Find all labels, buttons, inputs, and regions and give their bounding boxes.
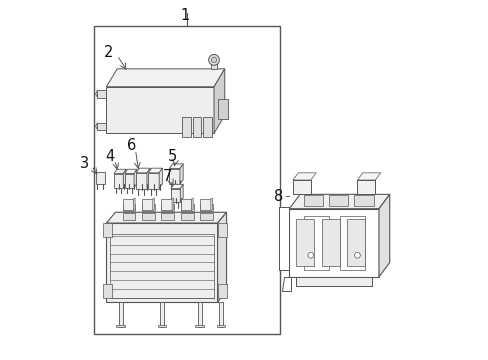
Ellipse shape — [211, 57, 216, 63]
Polygon shape — [378, 194, 389, 277]
Polygon shape — [169, 164, 183, 168]
Bar — [94, 26, 280, 334]
Bar — [217, 325, 225, 327]
Bar — [197, 302, 202, 327]
Polygon shape — [278, 207, 289, 270]
Polygon shape — [122, 204, 135, 211]
Polygon shape — [214, 69, 224, 134]
Polygon shape — [296, 277, 371, 286]
Text: 5: 5 — [168, 149, 177, 164]
Polygon shape — [171, 184, 183, 189]
Polygon shape — [180, 204, 193, 211]
Polygon shape — [133, 198, 135, 211]
Polygon shape — [282, 277, 290, 291]
Polygon shape — [217, 212, 226, 302]
Polygon shape — [180, 164, 183, 184]
Polygon shape — [152, 198, 154, 211]
Polygon shape — [289, 194, 389, 209]
Text: 8: 8 — [273, 189, 283, 204]
Polygon shape — [169, 168, 180, 184]
Polygon shape — [217, 99, 228, 119]
Polygon shape — [102, 284, 112, 298]
Polygon shape — [142, 204, 155, 211]
Polygon shape — [328, 195, 348, 206]
Bar — [195, 325, 203, 327]
Bar — [158, 325, 166, 327]
Polygon shape — [122, 199, 133, 211]
Polygon shape — [171, 189, 180, 202]
Polygon shape — [148, 168, 162, 173]
Circle shape — [354, 252, 360, 258]
Polygon shape — [124, 169, 137, 174]
Polygon shape — [148, 173, 159, 189]
Polygon shape — [114, 174, 123, 188]
Polygon shape — [200, 199, 210, 211]
Polygon shape — [97, 123, 106, 130]
Polygon shape — [180, 184, 183, 202]
Polygon shape — [172, 198, 174, 211]
Polygon shape — [136, 173, 147, 189]
Polygon shape — [136, 168, 150, 173]
Polygon shape — [159, 168, 162, 189]
Bar — [116, 325, 125, 327]
Polygon shape — [191, 198, 193, 211]
Polygon shape — [217, 223, 226, 237]
Polygon shape — [114, 169, 126, 174]
Polygon shape — [161, 213, 174, 220]
Polygon shape — [292, 173, 316, 180]
Polygon shape — [321, 220, 339, 266]
Text: 2: 2 — [103, 45, 113, 60]
Polygon shape — [142, 199, 152, 211]
Polygon shape — [296, 220, 314, 266]
Polygon shape — [102, 223, 112, 237]
Circle shape — [307, 252, 313, 258]
Polygon shape — [124, 174, 134, 188]
Polygon shape — [217, 284, 226, 298]
Polygon shape — [122, 213, 135, 220]
Polygon shape — [97, 90, 106, 98]
Polygon shape — [134, 169, 137, 188]
Bar — [119, 302, 122, 327]
Polygon shape — [357, 180, 375, 194]
Polygon shape — [161, 199, 172, 211]
Polygon shape — [200, 204, 212, 211]
Polygon shape — [106, 223, 217, 302]
Polygon shape — [147, 168, 150, 189]
Ellipse shape — [208, 54, 219, 65]
Polygon shape — [346, 220, 364, 266]
Bar — [219, 302, 223, 327]
Text: 7: 7 — [163, 169, 172, 184]
Polygon shape — [106, 212, 226, 223]
Polygon shape — [210, 198, 212, 211]
Polygon shape — [200, 213, 212, 220]
Polygon shape — [142, 213, 155, 220]
Polygon shape — [161, 204, 174, 211]
Polygon shape — [289, 209, 378, 277]
Polygon shape — [203, 117, 212, 137]
Polygon shape — [96, 172, 104, 184]
Polygon shape — [106, 69, 224, 87]
Polygon shape — [353, 195, 373, 206]
Polygon shape — [357, 173, 380, 180]
Polygon shape — [180, 213, 193, 220]
Text: 3: 3 — [80, 156, 89, 171]
Bar — [160, 302, 164, 327]
Text: 4: 4 — [105, 149, 114, 164]
Text: 1: 1 — [181, 8, 189, 23]
Bar — [211, 60, 217, 69]
Polygon shape — [180, 199, 191, 211]
Polygon shape — [182, 117, 190, 137]
Polygon shape — [303, 195, 323, 206]
Polygon shape — [192, 117, 201, 137]
Text: 6: 6 — [127, 139, 136, 153]
Polygon shape — [123, 169, 126, 188]
Polygon shape — [106, 87, 214, 134]
Polygon shape — [292, 180, 310, 194]
